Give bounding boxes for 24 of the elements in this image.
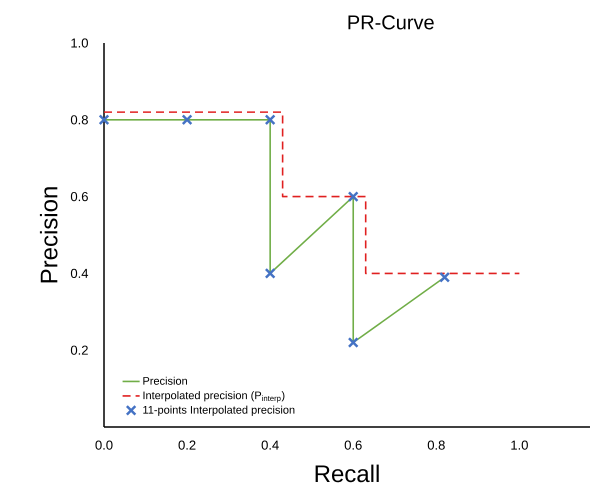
point xyxy=(348,337,359,348)
chart-title: PR-Curve xyxy=(348,15,434,30)
point xyxy=(264,114,276,126)
legend-label: 11-points Interpolated precision xyxy=(143,406,294,416)
x-tick-label: 0.2 xyxy=(178,440,196,450)
x-tick-label: 0.0 xyxy=(95,440,113,450)
legend-label: Precision xyxy=(143,376,187,385)
y-tick-label: 1.0 xyxy=(71,38,88,48)
x-axis-title: Recall xyxy=(316,464,379,482)
point xyxy=(439,272,450,283)
x-tick-label: 0.4 xyxy=(262,440,279,450)
x-tick-label: 0.8 xyxy=(428,440,445,450)
y-axis-title: Precision xyxy=(40,187,58,282)
point xyxy=(348,191,359,202)
y-tick-label: 0.2 xyxy=(70,346,88,355)
y-tick-label: 0.8 xyxy=(70,115,88,124)
x-tick-label: 0.6 xyxy=(344,440,362,450)
x-tick-label: 1.0 xyxy=(511,440,528,450)
point xyxy=(98,114,110,126)
y-tick-label: 0.4 xyxy=(70,268,88,278)
legend-label: Interpolated precision (P$_{interp}$) xyxy=(143,391,284,403)
point xyxy=(182,114,193,126)
point xyxy=(264,268,276,279)
y-tick-label: 0.6 xyxy=(70,192,88,202)
